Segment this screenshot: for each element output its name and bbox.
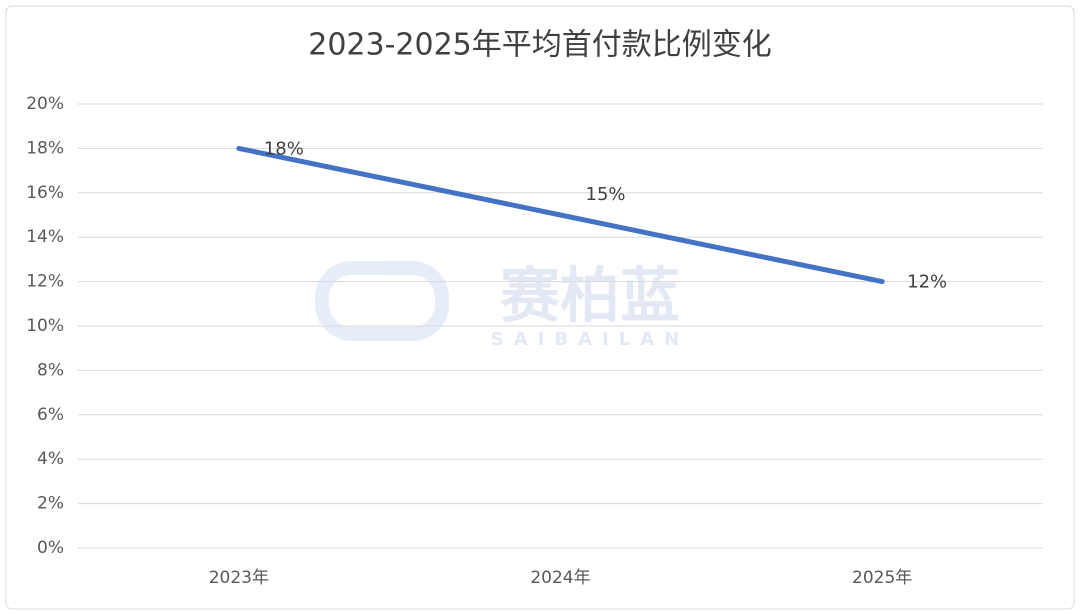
data-label: 12%: [907, 272, 947, 293]
watermark-subtext: SAIBAILAN: [491, 329, 689, 350]
data-label: 15%: [586, 184, 626, 205]
y-tick-label: 16%: [26, 183, 64, 203]
y-tick-label: 10%: [26, 316, 64, 336]
x-tick-label: 2024年: [530, 568, 590, 588]
y-tick-label: 2%: [37, 494, 64, 514]
y-tick-label: 18%: [26, 138, 64, 158]
x-tick-label: 2025年: [852, 568, 912, 588]
data-line: [236, 145, 885, 285]
watermark: 赛柏蓝 SAIBAILAN: [315, 261, 689, 350]
x-tick-label: 2023年: [209, 568, 269, 588]
y-tick-label: 8%: [37, 360, 64, 380]
y-tick-label: 0%: [37, 538, 64, 558]
y-tick-label: 4%: [37, 449, 64, 469]
y-tick-label: 14%: [26, 227, 64, 247]
y-tick-label: 20%: [26, 94, 64, 114]
watermark-logo: [315, 261, 449, 341]
y-tick-label: 6%: [37, 405, 64, 425]
data-label: 18%: [264, 138, 304, 159]
chart-title: 2023-2025年平均首付款比例变化: [308, 28, 772, 63]
y-tick-label: 12%: [26, 272, 64, 292]
watermark-text: 赛柏蓝: [500, 262, 680, 332]
